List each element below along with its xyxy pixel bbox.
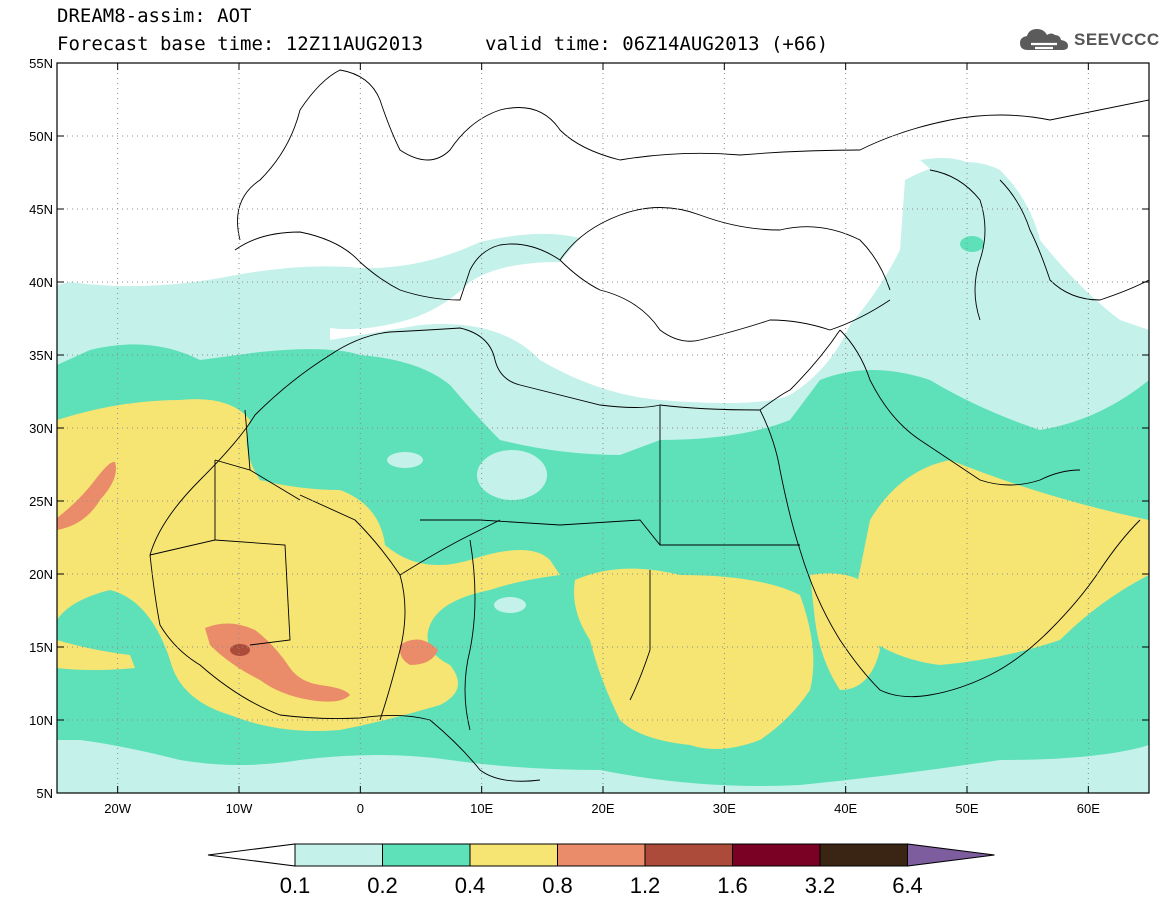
colorbar-swatch bbox=[557, 843, 646, 867]
map-gridlines bbox=[57, 63, 1149, 793]
lat-tick-label: 25N bbox=[29, 494, 53, 509]
lat-tick-label: 30N bbox=[29, 421, 53, 436]
axis-tick-labels: 20W 10W 0 10E 20E 30E 40E 50E 60E 55N 50N 45N 40N 35N… bbox=[29, 56, 1100, 816]
lat-tick-label: 35N bbox=[29, 348, 53, 363]
lat-tick-label: 10N bbox=[29, 713, 53, 728]
lat-tick-label: 15N bbox=[29, 640, 53, 655]
lon-tick-label: 30E bbox=[713, 801, 736, 816]
seevccc-logo: SEEVCCC bbox=[1018, 25, 1160, 55]
aot-band-0.8-b bbox=[205, 623, 350, 702]
colorbar: 0.1 0.2 0.4 0.8 1.2 1.6 3.2 6.4 bbox=[207, 843, 995, 898]
colorbar-swatch bbox=[382, 843, 471, 867]
aot-band-1.2 bbox=[230, 644, 250, 656]
coastlines bbox=[149, 69, 1149, 782]
map-title: DREAM8-assim: AOT bbox=[57, 5, 252, 27]
lon-tick-label: 10W bbox=[226, 801, 253, 816]
lat-tick-label: 45N bbox=[29, 202, 53, 217]
aot-band-0.4-arabia bbox=[810, 460, 1149, 690]
logo-text: SEEVCCC bbox=[1074, 30, 1160, 49]
colorbar-swatch bbox=[294, 843, 383, 867]
colorbar-level-label: 1.6 bbox=[717, 873, 748, 898]
aot-band-0.4-west bbox=[57, 399, 560, 731]
aot-patch bbox=[960, 236, 984, 252]
colorbar-swatch bbox=[819, 843, 908, 867]
lon-tick-label: 40E bbox=[834, 801, 857, 816]
lat-tick-label: 40N bbox=[29, 275, 53, 290]
colorbar-level-label: 0.2 bbox=[367, 873, 398, 898]
lat-tick-label: 50N bbox=[29, 129, 53, 144]
cloud-icon bbox=[1020, 29, 1068, 50]
colorbar-upper-extend bbox=[907, 843, 995, 867]
lon-tick-label: 20E bbox=[591, 801, 614, 816]
lat-tick-label: 20N bbox=[29, 567, 53, 582]
valid-time: valid time: 06Z14AUG2013 (+66) bbox=[485, 33, 829, 55]
lat-tick-label: 5N bbox=[36, 786, 53, 801]
lon-tick-label: 20W bbox=[104, 801, 131, 816]
aot-shading bbox=[57, 63, 1149, 793]
colorbar-level-label: 0.4 bbox=[455, 873, 486, 898]
colorbar-swatch bbox=[644, 843, 733, 867]
aot-band-0.8-c bbox=[399, 639, 438, 665]
lat-tick-label: 55N bbox=[29, 56, 53, 71]
lon-tick-label: 0 bbox=[357, 801, 364, 816]
axis-ticks bbox=[57, 62, 1149, 794]
colorbar-lower-extend bbox=[207, 843, 296, 867]
aot-band-0.4-central bbox=[574, 568, 814, 749]
forecast-base-time: Forecast base time: 12Z11AUG2013 bbox=[57, 33, 424, 55]
colorbar-level-label: 6.4 bbox=[892, 873, 923, 898]
lon-tick-label: 10E bbox=[470, 801, 493, 816]
aot-hole bbox=[477, 450, 547, 500]
colorbar-level-label: 0.1 bbox=[280, 873, 311, 898]
aot-hole bbox=[387, 452, 423, 468]
lon-tick-label: 50E bbox=[955, 801, 978, 816]
colorbar-level-label: 3.2 bbox=[805, 873, 836, 898]
colorbar-swatch bbox=[469, 843, 558, 867]
aot-band-0.8-a bbox=[57, 461, 116, 530]
colorbar-swatch bbox=[732, 843, 821, 867]
lon-tick-label: 60E bbox=[1077, 801, 1100, 816]
colorbar-level-label: 0.8 bbox=[542, 873, 573, 898]
aot-band-0.4-west-coast bbox=[57, 640, 135, 670]
colorbar-level-label: 1.2 bbox=[630, 873, 661, 898]
aot-hole bbox=[494, 597, 526, 613]
